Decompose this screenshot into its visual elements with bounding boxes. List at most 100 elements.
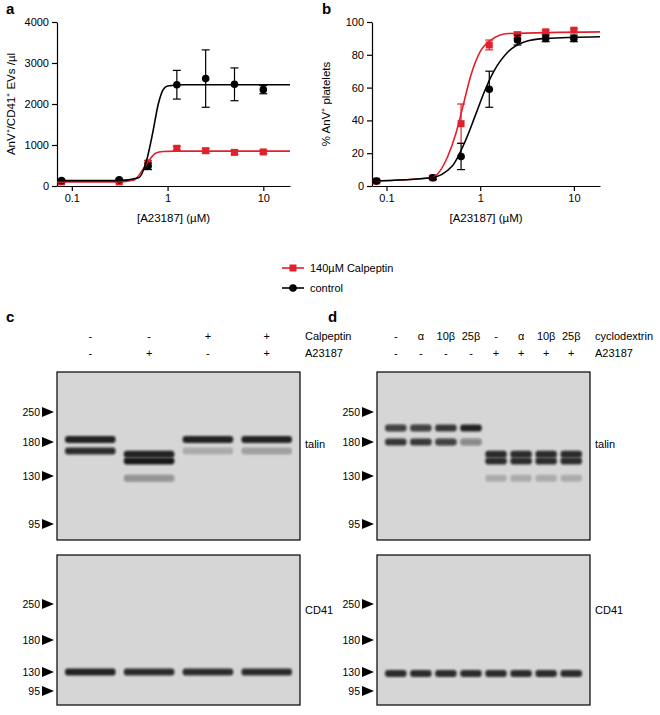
mw-marker: 130: [22, 470, 54, 482]
marker-label: 180: [342, 436, 360, 448]
lane-header: -+-+A23187: [88, 347, 342, 359]
tick-label: 0: [43, 180, 49, 192]
mw-marker: 95: [28, 685, 54, 697]
marker-arrow: [42, 519, 54, 529]
tick-mark: [52, 186, 57, 187]
band: [241, 436, 292, 443]
marker-label: 180: [22, 436, 40, 448]
lane-label: -: [206, 347, 210, 359]
legend-label: control: [310, 282, 343, 294]
lane-label: -: [444, 347, 448, 359]
marker-label: 250: [342, 598, 360, 610]
fit-line: [372, 37, 600, 181]
tick-mark: [52, 63, 57, 64]
blot-label: talin: [305, 438, 325, 450]
header-label: cyclodextrin: [595, 330, 653, 342]
tick-label: 0: [358, 180, 364, 192]
marker-label: 180: [342, 634, 360, 646]
blot: 25018013095talin: [342, 372, 615, 540]
error-cap: [202, 107, 210, 108]
tick-mark: [263, 186, 264, 191]
tick-mark: [367, 87, 372, 88]
band: [385, 439, 407, 446]
band: [183, 669, 234, 676]
mw-marker: 250: [22, 598, 54, 610]
panel-letter: b: [322, 0, 331, 17]
chart: b0.1110020406080100[A23187] (µM)% AnV⁺ p…: [320, 0, 601, 224]
data-point: [260, 86, 268, 94]
fit-line: [57, 85, 290, 181]
tick-label: 1000: [25, 139, 49, 151]
band: [560, 475, 582, 482]
legend-swatch: [289, 284, 297, 292]
lane-label: +: [518, 347, 524, 359]
tick-label: 0.1: [65, 192, 80, 204]
mw-marker: 130: [22, 666, 54, 678]
lane-header: ----++++A23187: [394, 347, 633, 359]
tick: 1: [165, 186, 171, 204]
mw-marker: 95: [28, 518, 54, 530]
mw-marker: 95: [348, 518, 374, 530]
panel-letter: d: [328, 308, 337, 325]
blot-membrane: [377, 372, 590, 540]
lane-label: +: [568, 347, 574, 359]
mw-marker: 180: [22, 436, 54, 448]
tick-label: 1: [165, 192, 171, 204]
error-cap: [513, 35, 521, 36]
tick-label: 20: [352, 147, 364, 159]
band: [535, 451, 557, 458]
tick-mark: [386, 186, 387, 191]
marker-arrow: [362, 686, 374, 696]
figure: a0.111001000200030004000[A23187] (µM)AnV…: [0, 0, 660, 715]
blot: 25018013095CD41: [342, 555, 623, 705]
blot-membrane: [57, 372, 300, 540]
header-label: A23187: [595, 347, 633, 359]
panel-letter: c: [6, 308, 14, 325]
marker-label: 95: [28, 685, 40, 697]
blot: 25018013095CD41: [22, 555, 333, 705]
mw-marker: 250: [342, 598, 374, 610]
x-axis-title: [A23187] (µM): [449, 212, 522, 224]
marker-label: 130: [22, 470, 40, 482]
tick-label: 60: [352, 82, 364, 94]
marker-arrow: [362, 471, 374, 481]
tick-mark: [480, 186, 481, 191]
marker-arrow: [362, 407, 374, 417]
lane-label: -: [469, 347, 473, 359]
fit-line: [372, 32, 600, 181]
tick: 2000: [25, 98, 57, 110]
marker-arrow: [42, 471, 54, 481]
band: [485, 475, 507, 482]
marker-arrow: [42, 407, 54, 417]
legend-item: control: [282, 282, 343, 294]
band: [385, 670, 407, 677]
tick-label: 80: [352, 49, 364, 61]
y-axis-title: % AnV⁺ platelets: [320, 61, 332, 146]
tick: 10: [258, 186, 270, 204]
tick: 60: [352, 82, 372, 94]
band: [560, 458, 582, 465]
band: [65, 448, 116, 455]
marker-label: 130: [22, 666, 40, 678]
band: [510, 670, 532, 677]
tick: 10: [568, 186, 580, 204]
lane-label: 25β: [562, 330, 581, 342]
lane-label: +: [263, 330, 269, 342]
tick: 0: [43, 180, 57, 192]
mw-marker: 130: [342, 666, 374, 678]
lane-label: +: [205, 330, 211, 342]
lane-label: 10β: [437, 330, 456, 342]
marker-label: 250: [22, 598, 40, 610]
header-label: A23187: [305, 347, 343, 359]
tick-label: 2000: [25, 98, 49, 110]
error-cap: [485, 49, 493, 50]
lane-label: -: [394, 330, 398, 342]
tick: 80: [352, 49, 372, 61]
lane-label: +: [543, 347, 549, 359]
legend-label: 140µM Calpeptin: [310, 262, 393, 274]
tick-mark: [72, 186, 73, 191]
marker-arrow: [42, 667, 54, 677]
bands: [65, 436, 292, 482]
lane-label: -: [88, 347, 92, 359]
tick-label: 10: [568, 192, 580, 204]
